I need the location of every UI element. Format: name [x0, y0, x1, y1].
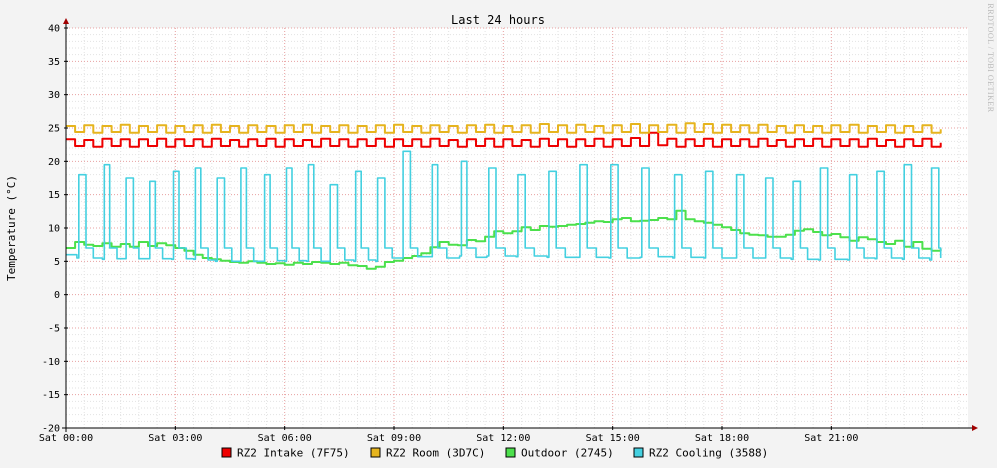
- legend-label: RZ2 Intake (7F75): [237, 447, 350, 460]
- legend-item: RZ2 Cooling (3588): [633, 447, 768, 460]
- legend-swatch: [370, 447, 381, 458]
- y-axis-arrow: [63, 18, 69, 24]
- x-tick-label: Sat 15:00: [586, 433, 640, 444]
- y-tick-label: 10: [48, 224, 60, 235]
- y-tick-label: -5: [48, 324, 60, 335]
- legend-item: RZ2 Room (3D7C): [370, 447, 485, 460]
- y-tick-label: 30: [48, 90, 60, 101]
- x-tick-label: Sat 18:00: [695, 433, 749, 444]
- x-tick-label: Sat 00:00: [39, 433, 93, 444]
- legend-label: Outdoor (2745): [521, 447, 614, 460]
- x-tick-label: Sat 03:00: [148, 433, 202, 444]
- series-line-1: [66, 131, 942, 148]
- x-tick-labels: Sat 00:00 Sat 03:00 Sat 06:00 Sat 09:00 Sat …: [39, 433, 859, 444]
- legend-item: Outdoor (2745): [505, 447, 614, 460]
- series-lines: [66, 122, 942, 270]
- y-tick-label: 5: [54, 257, 60, 268]
- x-tick-label: Sat 09:00: [367, 433, 421, 444]
- x-tick-label: Sat 06:00: [258, 433, 312, 444]
- series-line-4: [66, 150, 942, 263]
- legend-label: RZ2 Cooling (3588): [649, 447, 768, 460]
- legend-swatch: [633, 447, 644, 458]
- legend-label: RZ2 Room (3D7C): [386, 447, 485, 460]
- y-tick-label: 25: [48, 124, 60, 135]
- y-tick-label: 35: [48, 57, 60, 68]
- chart-title: Last 24 hours: [451, 13, 545, 27]
- legend-item: RZ2 Intake (7F75): [221, 447, 350, 460]
- x-axis-arrow: [972, 425, 978, 431]
- y-tick-label: 40: [48, 24, 60, 35]
- y-tick-labels: 40 35 30 25 20 15 10 5 0 -5 -10 -15 -20: [42, 24, 60, 435]
- legend-swatch: [221, 447, 232, 458]
- grid: [65, 27, 968, 429]
- y-tick-label: 15: [48, 190, 60, 201]
- x-tick-label: Sat 12:00: [476, 433, 530, 444]
- axes: [62, 18, 978, 432]
- y-tick-label: 0: [54, 290, 60, 301]
- x-tick-label: Sat 21:00: [804, 433, 858, 444]
- series-line-2: [66, 122, 942, 134]
- rrdtool-watermark: RRDTOOL / TOBI OETIKER: [986, 3, 995, 112]
- series-line-3: [66, 209, 942, 270]
- legend-swatch: [505, 447, 516, 458]
- y-tick-label: 20: [48, 157, 60, 168]
- y-tick-label: -20: [42, 424, 60, 435]
- y-axis-label: Temperature (°C): [5, 175, 18, 281]
- y-tick-label: -15: [42, 390, 60, 401]
- legend: RZ2 Intake (7F75) RZ2 Room (3D7C) Outdoor …: [221, 447, 768, 460]
- y-tick-label: -10: [42, 357, 60, 368]
